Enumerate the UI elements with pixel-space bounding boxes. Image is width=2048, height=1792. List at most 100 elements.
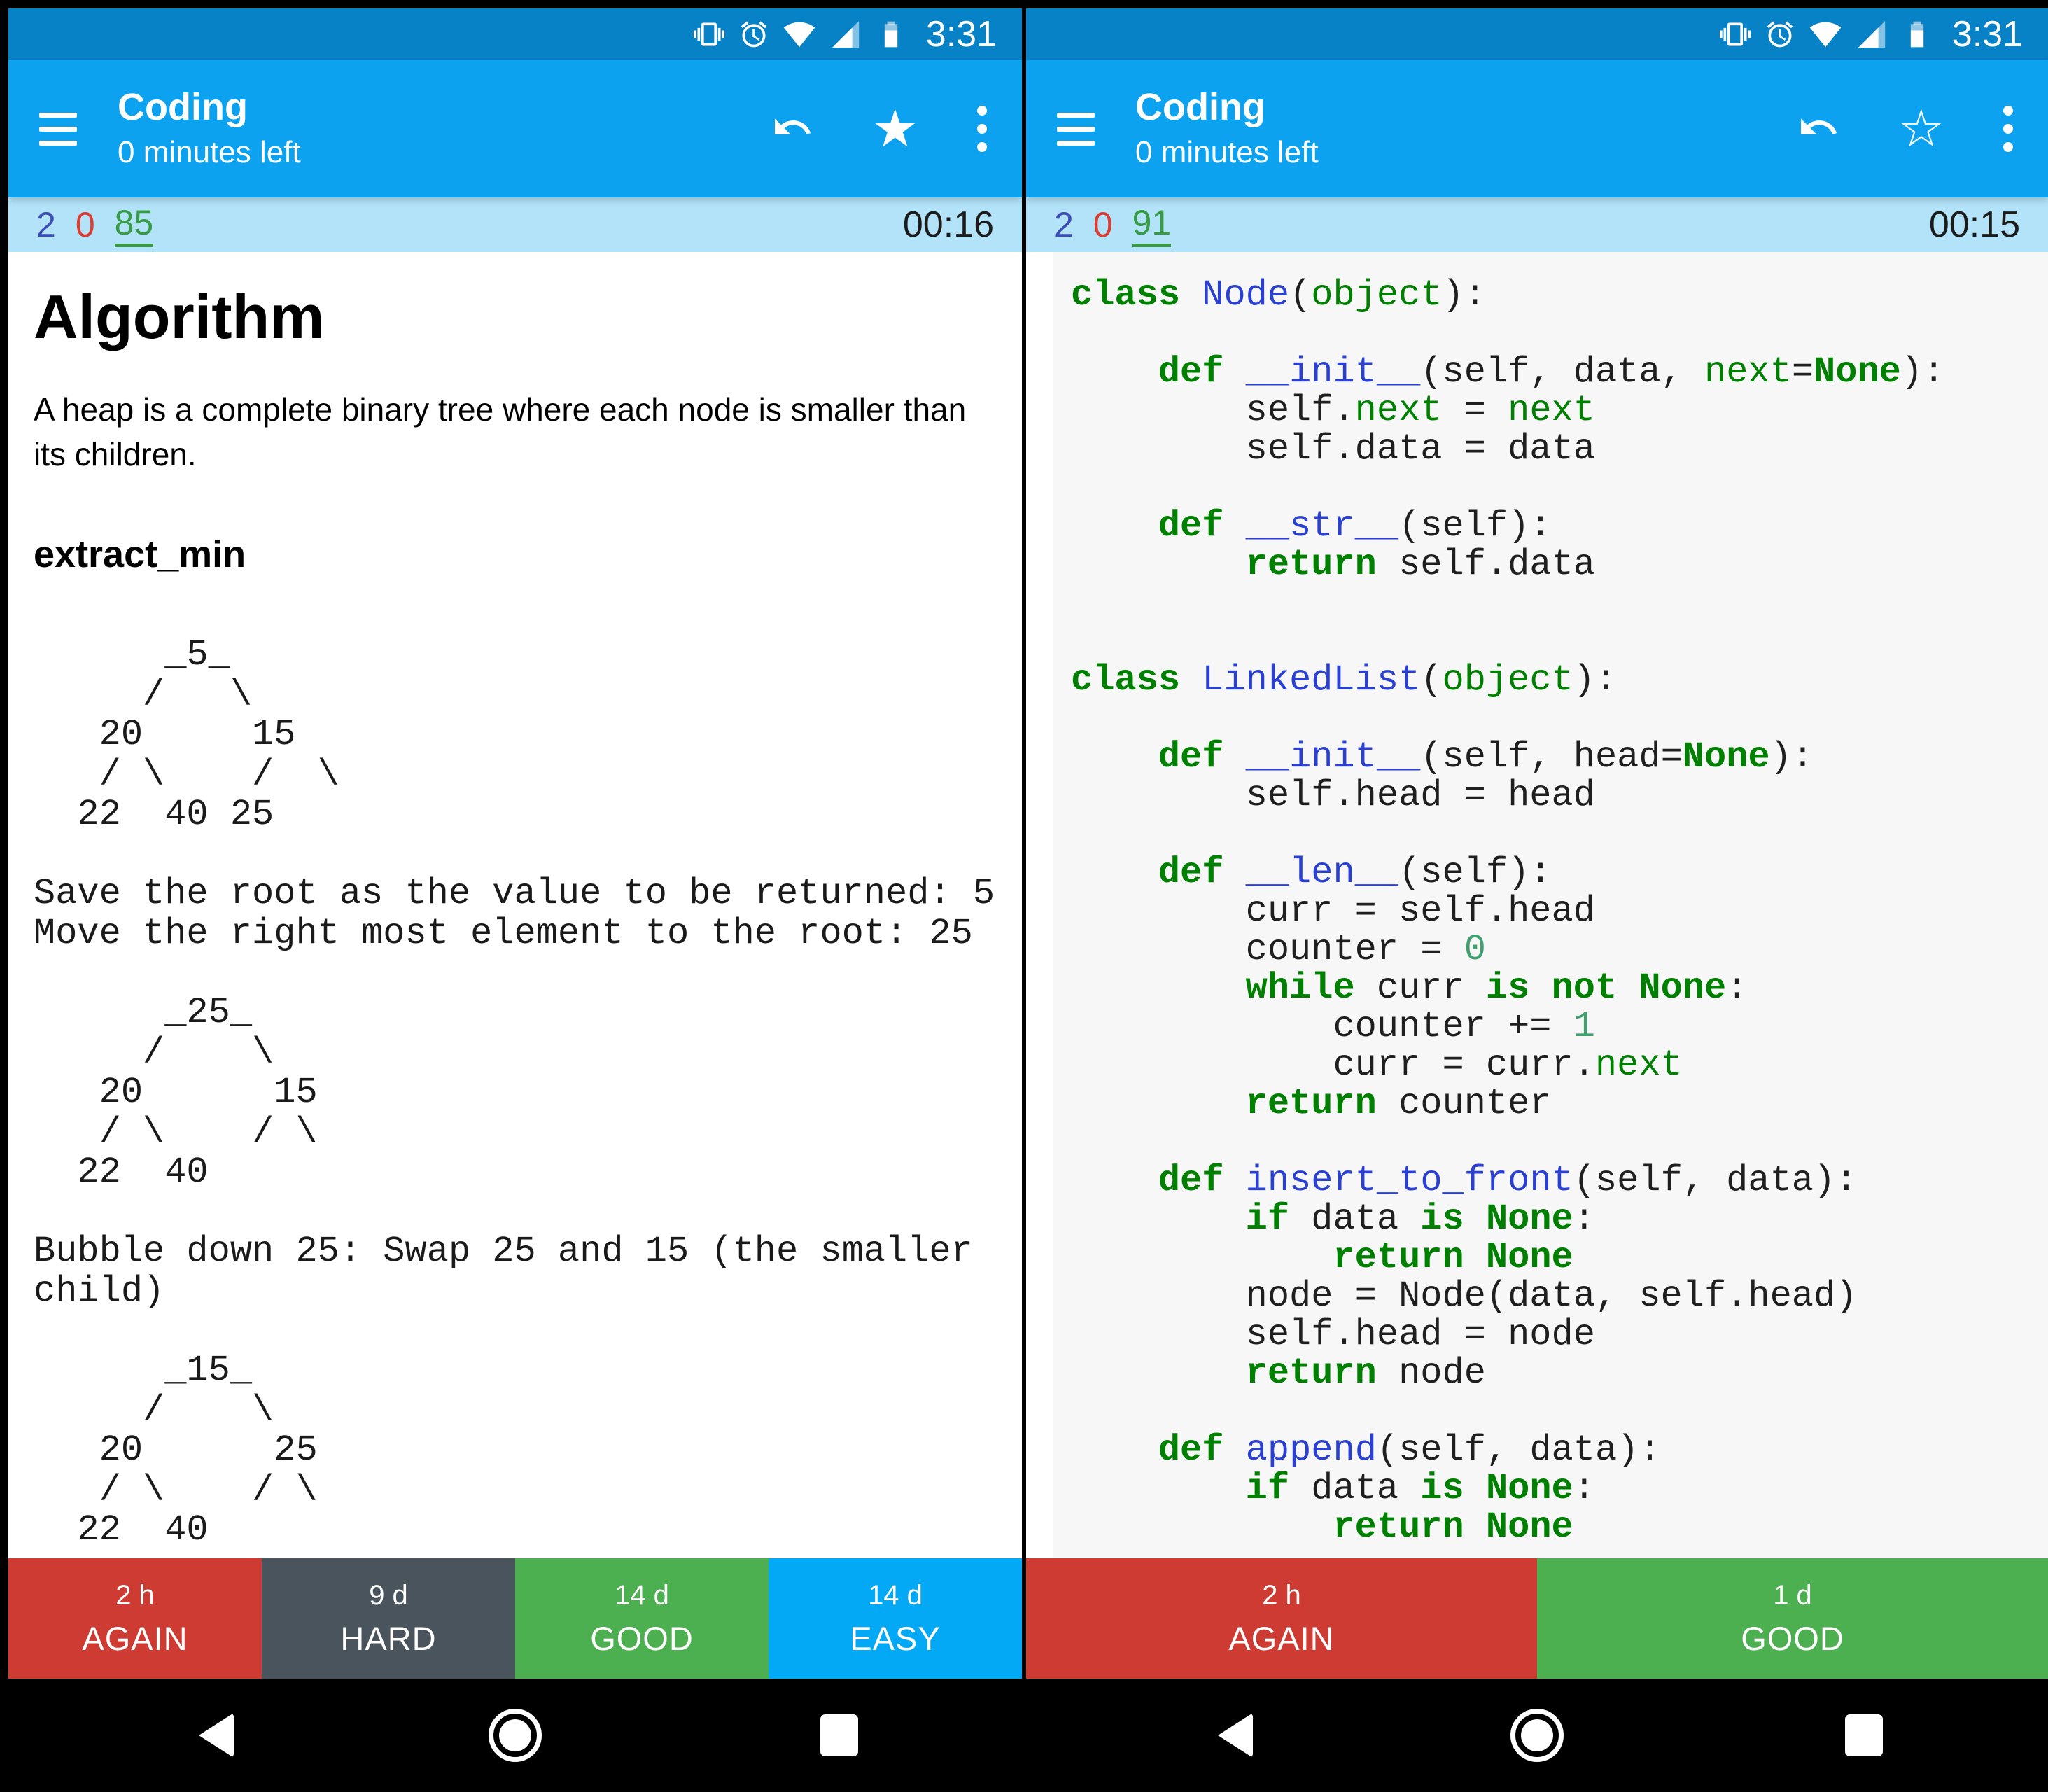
alarm-icon <box>1765 19 1795 50</box>
answer-label: EASY <box>850 1620 941 1657</box>
overflow-menu-icon[interactable] <box>977 106 987 152</box>
recents-button[interactable] <box>820 1714 859 1756</box>
card-content[interactable]: class Node(object): def __init__(self, d… <box>1026 252 2048 1558</box>
answer-interval: 2 h <box>1262 1580 1301 1611</box>
answer-bar: 2 h AGAIN 9 d HARD 14 d GOOD 14 d EASY <box>8 1558 1022 1679</box>
answer-interval: 9 d <box>369 1580 408 1611</box>
star-icon[interactable]: ★ <box>871 99 918 159</box>
home-icon <box>1510 1709 1564 1762</box>
code-line: self.data = data <box>1071 428 1595 470</box>
code-line: node = Node(data, self.head) <box>1071 1275 1858 1317</box>
undo-button[interactable] <box>771 106 813 152</box>
answer-button-again[interactable]: 2 h AGAIN <box>8 1558 262 1679</box>
code-line: def append(self, data): <box>1158 1429 1661 1471</box>
code-line: return None <box>1333 1237 1573 1278</box>
step-note-1: Save the root as the value to be returne… <box>34 873 995 954</box>
cell-signal-icon <box>1856 18 1888 50</box>
deck-subtitle: 0 minutes left <box>1135 135 1319 169</box>
cell-signal-icon <box>829 18 862 50</box>
recents-button[interactable] <box>1845 1714 1884 1756</box>
counts-bar: 2 0 85 00:16 <box>8 197 1022 252</box>
menu-icon[interactable] <box>1057 112 1095 146</box>
deck-title-block: Coding 0 minutes left <box>118 86 301 172</box>
wifi-icon <box>1809 18 1842 50</box>
code-line: return self.data <box>1245 544 1595 585</box>
status-clock: 3:31 <box>1951 14 2023 55</box>
code-line: def insert_to_front(self, data): <box>1158 1160 1858 1201</box>
nav-bar <box>1026 1679 2048 1792</box>
wifi-icon <box>783 18 815 50</box>
status-clock: 3:31 <box>925 14 997 55</box>
undo-button[interactable] <box>1797 106 1839 152</box>
code-line: if data is None: <box>1245 1468 1595 1509</box>
ascii-diagrams: _5_ / \ 20 15 / \ / \ 22 40 25 Save the r… <box>34 635 997 1550</box>
card-timer: 00:16 <box>902 204 994 245</box>
code-line: counter = 0 <box>1071 929 1486 970</box>
code-line: return counter <box>1245 1083 1552 1124</box>
recents-icon <box>1845 1714 1884 1756</box>
battery-icon <box>1902 18 1933 50</box>
code-line: def __init__(self, data, next=None): <box>1158 351 1945 393</box>
vibrate-icon <box>693 19 724 50</box>
heap-tree-2: _25_ / \ 20 15 / \ / \ 22 40 <box>77 992 318 1193</box>
undo-icon <box>1800 118 1837 134</box>
back-icon <box>1218 1713 1254 1758</box>
vibrate-icon <box>1719 19 1751 50</box>
deck-title: Coding <box>1135 86 1265 128</box>
deck-subtitle: 0 minutes left <box>118 135 301 169</box>
code-line <box>1071 313 2042 351</box>
status-bar: 3:31 <box>8 8 1022 60</box>
app-bar: Coding 0 minutes left ☆ <box>1026 60 2048 197</box>
answer-interval: 2 h <box>115 1580 155 1611</box>
code-line <box>1071 698 2042 736</box>
answer-button-good[interactable]: 1 d GOOD <box>1537 1558 2048 1679</box>
overflow-menu-icon[interactable] <box>2003 106 2013 152</box>
home-icon <box>489 1709 542 1762</box>
answer-button-again[interactable]: 2 h AGAIN <box>1026 1558 1537 1679</box>
back-button[interactable] <box>1218 1713 1254 1758</box>
answer-label: AGAIN <box>1228 1620 1335 1657</box>
step-note-2: Bubble down 25: Swap 25 and 15 (the smal… <box>34 1231 973 1312</box>
battery-icon <box>876 18 906 50</box>
back-icon <box>198 1713 234 1758</box>
answer-button-easy[interactable]: 14 d EASY <box>769 1558 1022 1679</box>
answer-interval: 1 d <box>1773 1580 1812 1611</box>
answer-button-good[interactable]: 14 d GOOD <box>515 1558 769 1679</box>
deck-title: Coding <box>118 86 248 128</box>
code-line: def __len__(self): <box>1158 852 1552 893</box>
back-button[interactable] <box>198 1713 234 1758</box>
star-outline-icon[interactable]: ☆ <box>1898 99 1944 159</box>
code-block: class Node(object): def __init__(self, d… <box>1053 252 2048 1558</box>
code-line: if data is None: <box>1245 1198 1595 1240</box>
code-line: curr = self.head <box>1071 890 1595 932</box>
home-button[interactable] <box>1510 1709 1564 1762</box>
code-line: def __init__(self, head=None): <box>1158 736 1814 778</box>
home-button[interactable] <box>489 1709 542 1762</box>
screen-right: 3:31 Coding 0 minutes left ☆ 2 0 91 00:1… <box>1026 8 2048 1792</box>
code-line: self.head = node <box>1071 1314 1595 1355</box>
code-line <box>1071 813 2042 852</box>
code-line <box>1071 467 2042 505</box>
due-count: 85 <box>114 202 154 247</box>
card-content[interactable]: Algorithm A heap is a complete binary tr… <box>8 252 1022 1558</box>
menu-icon[interactable] <box>39 112 77 146</box>
heap-tree-3: _15_ / \ 20 25 / \ / \ 22 40 <box>77 1350 318 1550</box>
undo-icon <box>774 118 811 134</box>
code-line <box>1071 582 2042 621</box>
screen-left: 3:31 Coding 0 minutes left ★ 2 0 85 00:1… <box>8 8 1022 1792</box>
answer-button-hard[interactable]: 9 d HARD <box>262 1558 515 1679</box>
answer-interval: 14 d <box>868 1580 923 1611</box>
code-line: counter += 1 <box>1071 1006 1595 1047</box>
code-line: class Node(object): <box>1071 274 1486 316</box>
heap-tree-1: _5_ / \ 20 15 / \ / \ 22 40 25 <box>77 634 339 835</box>
code-line: class LinkedList(object): <box>1071 659 1618 701</box>
alarm-icon <box>738 19 769 50</box>
recents-icon <box>820 1714 859 1756</box>
nav-bar <box>8 1679 1022 1792</box>
answer-bar: 2 h AGAIN 1 d GOOD <box>1026 1558 2048 1679</box>
code-line: self.head = head <box>1071 775 1595 816</box>
code-line: return None <box>1333 1506 1573 1548</box>
answer-label: HARD <box>340 1620 437 1657</box>
new-count: 2 <box>36 205 56 244</box>
